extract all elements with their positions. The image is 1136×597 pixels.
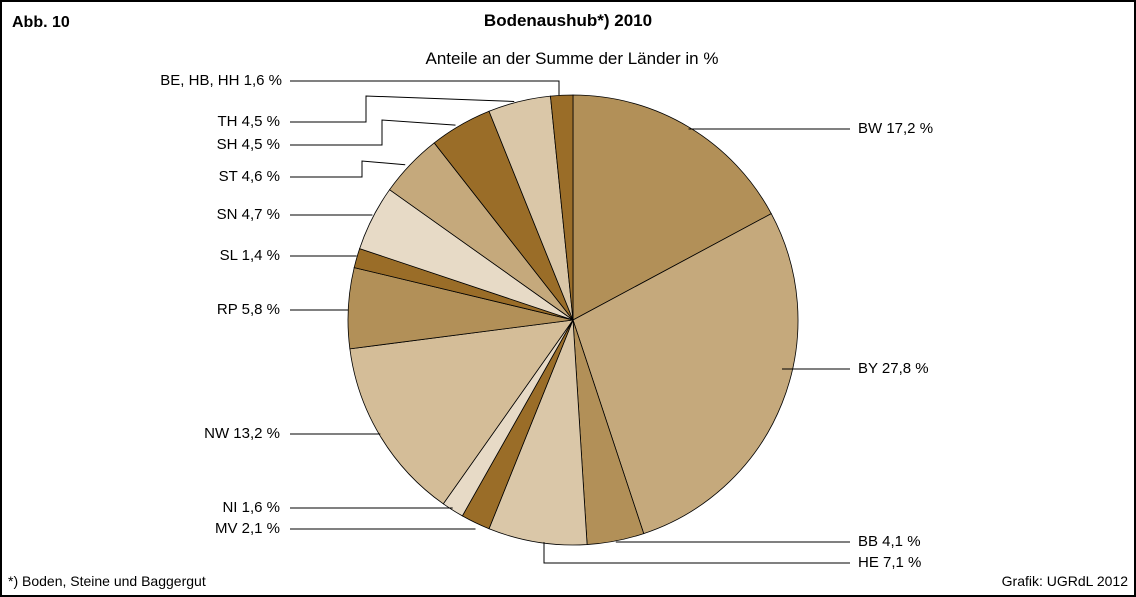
slice-he xyxy=(488,319,588,546)
label-nw: NW 13,2 % xyxy=(204,425,280,442)
chart-title: Bodenaushub*) 2010 xyxy=(484,11,652,30)
leader-be-hb-hh xyxy=(290,80,560,96)
footnote: *) Boden, Steine und Baggergut xyxy=(8,573,206,589)
slice-bw xyxy=(572,94,772,321)
label-he: HE 7,1 % xyxy=(858,554,921,571)
label-sn: SN 4,7 % xyxy=(217,206,280,223)
pie-slices xyxy=(347,94,799,546)
slice-by xyxy=(572,213,799,535)
label-mv: MV 2,1 % xyxy=(215,520,280,537)
label-sh: SH 4,5 % xyxy=(217,136,280,153)
leader-he xyxy=(543,542,850,564)
slice-be-hb-hh xyxy=(550,94,574,321)
label-th: TH 4,5 % xyxy=(217,113,280,130)
label-sl: SL 1,4 % xyxy=(220,247,280,264)
slice-nw xyxy=(349,319,574,505)
slice-labels: BW 17,2 % BY 27,8 % BB 4,1 % HE 7,1 % MV 2,1… xyxy=(160,72,933,571)
figure-label: Abb. 10 xyxy=(12,14,70,31)
label-st: ST 4,6 % xyxy=(219,168,280,185)
leader-st xyxy=(290,160,406,178)
chart-subtitle: Anteile an der Summe der Länder in % xyxy=(426,49,719,68)
leader-th xyxy=(290,95,515,123)
source-credit: Grafik: UGRdL 2012 xyxy=(1002,573,1129,589)
label-be-hb-hh: BE, HB, HH 1,6 % xyxy=(160,72,282,89)
label-bw: BW 17,2 % xyxy=(858,120,933,137)
leader-lines xyxy=(290,80,850,564)
label-bb: BB 4,1 % xyxy=(858,533,921,550)
label-by: BY 27,8 % xyxy=(858,360,929,377)
leader-sh xyxy=(290,119,456,146)
label-ni: NI 1,6 % xyxy=(222,499,280,516)
label-rp: RP 5,8 % xyxy=(217,301,280,318)
